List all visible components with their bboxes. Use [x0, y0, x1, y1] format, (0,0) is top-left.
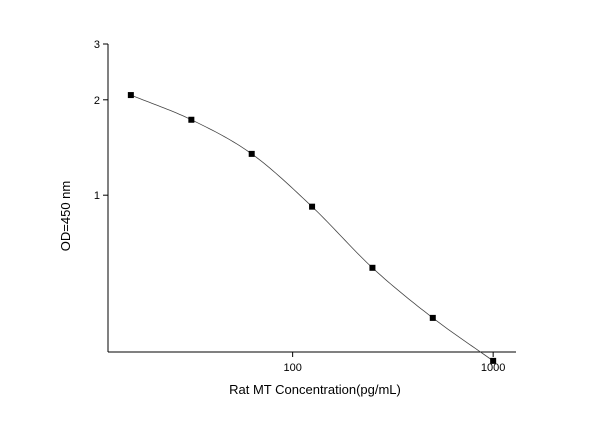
data-point — [248, 150, 255, 157]
ticks: 1 2 3 100 1000 — [94, 39, 506, 374]
x-tick-label: 1000 — [481, 362, 505, 374]
fit-curve — [130, 94, 494, 362]
data-point — [490, 357, 497, 364]
data-points — [127, 92, 497, 364]
axes — [107, 44, 516, 353]
fit-curve-group — [130, 94, 494, 362]
y-axis-title: OD=450 nm — [58, 181, 73, 251]
x-axis-title: Rat MT Concentration(pg/mL) — [229, 382, 401, 397]
data-point — [188, 116, 195, 123]
data-point — [309, 203, 316, 210]
y-tick-label: 1 — [94, 190, 100, 202]
y-tick-label: 3 — [94, 39, 100, 51]
y-tick-label: 2 — [94, 95, 100, 107]
x-tick-label: 100 — [283, 362, 301, 374]
data-point — [429, 314, 436, 321]
data-point — [369, 264, 376, 271]
data-point — [127, 92, 134, 99]
